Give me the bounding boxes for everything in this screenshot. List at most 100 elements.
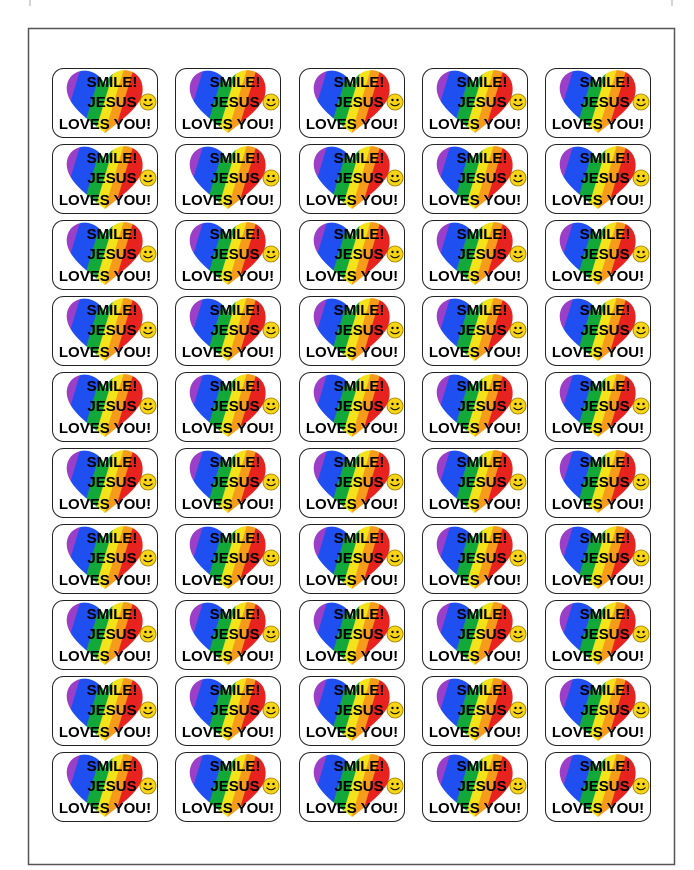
smiley: [509, 321, 527, 339]
smiley-mouth: [143, 787, 153, 791]
smiley-mouth: [390, 179, 400, 183]
smiley-eye: [272, 554, 275, 558]
smiley: [386, 473, 404, 491]
smiley: [509, 549, 527, 567]
smiley-eye: [149, 174, 152, 178]
sticker-text: SMILE!: [580, 378, 631, 395]
smiley-eye: [519, 630, 522, 634]
sticker: SMILE! JESUS LOVES YOU!: [422, 220, 528, 290]
sticker-text: SMILE!: [87, 74, 138, 91]
sticker-text: LOVES YOU!: [306, 724, 398, 741]
sticker: SMILE! JESUS LOVES YOU!: [422, 372, 528, 442]
sticker-text: JESUS: [580, 170, 629, 187]
smiley-eye: [391, 630, 394, 634]
sticker-text: SMILE!: [87, 530, 138, 547]
smiley: [632, 625, 650, 643]
sticker-text: JESUS: [334, 322, 383, 339]
smiley-eye: [272, 782, 275, 786]
smiley-eye: [267, 706, 270, 710]
smiley-mouth: [636, 255, 646, 259]
smiley: [632, 549, 650, 567]
sticker-text: LOVES YOU!: [59, 420, 151, 437]
smiley-eye: [642, 782, 645, 786]
smiley-eye: [391, 174, 394, 178]
sticker-text: LOVES YOU!: [182, 648, 274, 665]
smiley: [262, 625, 280, 643]
sticker: SMILE! JESUS LOVES YOU!: [299, 524, 405, 594]
sticker-text: LOVES YOU!: [306, 268, 398, 285]
sticker-text: JESUS: [457, 398, 506, 415]
sticker-text: SMILE!: [334, 74, 385, 91]
sticker-text: JESUS: [87, 94, 136, 111]
smiley: [632, 93, 650, 111]
smiley-mouth: [266, 711, 276, 715]
smiley-eye: [514, 478, 517, 482]
sticker-text: SMILE!: [334, 606, 385, 623]
smiley-mouth: [266, 635, 276, 639]
smiley-mouth: [513, 711, 523, 715]
sticker-text: JESUS: [334, 94, 383, 111]
smiley-mouth: [636, 635, 646, 639]
smiley-eye: [519, 706, 522, 710]
sticker-text: LOVES YOU!: [306, 116, 398, 133]
sticker-text: SMILE!: [334, 226, 385, 243]
smiley-eye: [149, 250, 152, 254]
smiley-eye: [144, 630, 147, 634]
sticker-text: SMILE!: [210, 226, 261, 243]
smiley: [262, 321, 280, 339]
smiley-mouth: [266, 407, 276, 411]
smiley: [262, 93, 280, 111]
sticker-text: SMILE!: [334, 454, 385, 471]
smiley-eye: [642, 98, 645, 102]
sticker-text: LOVES YOU!: [429, 648, 521, 665]
sticker-text: JESUS: [334, 702, 383, 719]
smiley: [386, 777, 404, 795]
sticker-text: SMILE!: [580, 682, 631, 699]
sticker-text: JESUS: [457, 246, 506, 263]
sticker-text: JESUS: [87, 702, 136, 719]
sticker-text: JESUS: [580, 322, 629, 339]
smiley-mouth: [636, 483, 646, 487]
sticker-text: SMILE!: [87, 302, 138, 319]
smiley-eye: [144, 98, 147, 102]
sticker: SMILE! JESUS LOVES YOU!: [299, 600, 405, 670]
smiley: [632, 321, 650, 339]
sticker-text: LOVES YOU!: [59, 496, 151, 513]
sticker-text: JESUS: [457, 778, 506, 795]
smiley-eye: [637, 706, 640, 710]
smiley-eye: [144, 326, 147, 330]
sticker-text: JESUS: [580, 94, 629, 111]
sticker-text: JESUS: [210, 322, 259, 339]
smiley: [139, 169, 157, 187]
sticker-text: LOVES YOU!: [552, 496, 644, 513]
sticker: SMILE! JESUS LOVES YOU!: [52, 220, 158, 290]
smiley-eye: [272, 630, 275, 634]
sticker-text: LOVES YOU!: [429, 496, 521, 513]
sticker-text: JESUS: [457, 94, 506, 111]
smiley-eye: [519, 782, 522, 786]
sticker-text: SMILE!: [334, 758, 385, 775]
sticker-text: LOVES YOU!: [182, 800, 274, 817]
sticker: SMILE! JESUS LOVES YOU!: [175, 372, 281, 442]
smiley-eye: [637, 782, 640, 786]
smiley: [262, 473, 280, 491]
sticker-text: JESUS: [580, 398, 629, 415]
sticker: SMILE! JESUS LOVES YOU!: [422, 600, 528, 670]
sticker-text: SMILE!: [210, 378, 261, 395]
sticker-text: SMILE!: [580, 150, 631, 167]
sticker-grid: SMILE! JESUS LOVES YOU! SMILE! JESUS LOVES YO…: [52, 68, 651, 822]
sticker-text: JESUS: [334, 170, 383, 187]
smiley-mouth: [636, 331, 646, 335]
sticker-text: SMILE!: [580, 226, 631, 243]
smiley-mouth: [143, 483, 153, 487]
sticker-text: LOVES YOU!: [182, 420, 274, 437]
sticker-text: JESUS: [210, 778, 259, 795]
sticker-text: LOVES YOU!: [429, 344, 521, 361]
sticker: SMILE! JESUS LOVES YOU!: [545, 600, 651, 670]
smiley-eye: [519, 250, 522, 254]
smiley-mouth: [636, 711, 646, 715]
smiley: [632, 701, 650, 719]
sticker-text: JESUS: [87, 170, 136, 187]
smiley-eye: [391, 782, 394, 786]
smiley-eye: [267, 630, 270, 634]
